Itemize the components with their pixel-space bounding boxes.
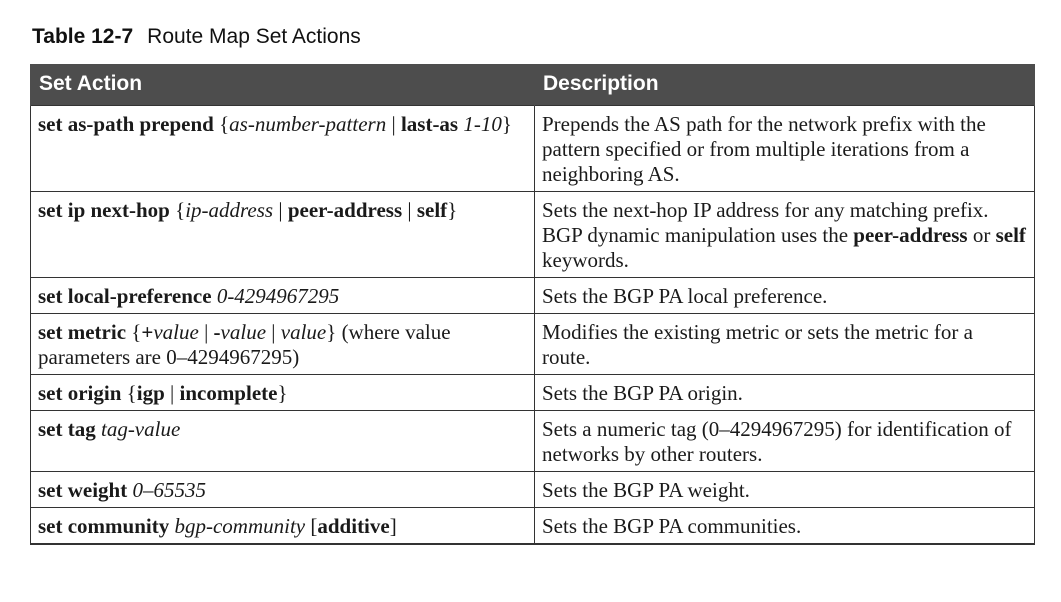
description-cell: Sets the BGP PA origin.: [534, 373, 1035, 411]
table-title: Route Map Set Actions: [147, 25, 361, 48]
set-action-cell: set ip next-hop {ip-address | peer-addre…: [30, 190, 535, 278]
action-text-segment: {: [126, 319, 142, 344]
action-text-segment: }: [501, 111, 512, 136]
route-map-set-actions-table: Set Action Description set as-path prepe…: [30, 64, 1035, 545]
action-text-segment: self: [416, 197, 448, 222]
action-text-segment: |: [402, 197, 417, 222]
table-row: set tag tag-value Sets a numeric tag (0–4…: [30, 409, 1035, 472]
description-text-segment: Sets a numeric tag (0–4294967295) for id…: [542, 416, 1012, 466]
table-row: set community bgp-community [additive] Se…: [30, 506, 1035, 545]
action-text-segment: value: [220, 319, 267, 344]
action-text-segment: peer-address: [287, 197, 403, 222]
table-row: set as-path prepend {as-number-pattern |…: [30, 104, 1035, 192]
description-text-segment: self: [995, 222, 1026, 247]
action-text-segment: set tag: [38, 416, 96, 441]
action-text-segment: set community: [38, 513, 170, 538]
table-caption: Table 12-7 Route Map Set Actions: [32, 24, 361, 50]
action-text-segment: value: [280, 319, 327, 344]
action-text-segment: set ip next-hop: [38, 197, 170, 222]
set-action-cell: set as-path prepend {as-number-pattern |…: [30, 104, 535, 192]
action-text-segment: as-number-pattern: [229, 111, 387, 136]
action-text-segment: |: [198, 319, 214, 344]
set-action-cell: set local-preference 0-4294967295: [30, 276, 535, 314]
action-text-segment: set origin: [38, 380, 122, 405]
description-cell: Sets the BGP PA communities.: [534, 506, 1035, 545]
description-cell: Sets the BGP PA local preference.: [534, 276, 1035, 314]
action-text-segment: bgp-community: [174, 513, 306, 538]
action-text-segment: set metric: [38, 319, 127, 344]
action-text-segment: last-as: [400, 111, 459, 136]
table-row: set local-preference 0-4294967295 Sets th…: [30, 276, 1035, 314]
header-description: Description: [534, 64, 1035, 105]
action-text-segment: {: [169, 197, 186, 222]
set-action-cell: set metric {+value | -value | value} (wh…: [30, 312, 535, 375]
description-text-segment: Modifies the existing metric or sets the…: [542, 319, 973, 369]
action-text-segment: 1-10: [463, 111, 502, 136]
description-cell: Sets a numeric tag (0–4294967295) for id…: [534, 409, 1035, 472]
action-text-segment: ip-address: [185, 197, 274, 222]
action-text-segment: 0–65535: [132, 477, 206, 502]
description-text-segment: or: [967, 222, 996, 247]
action-text-segment: |: [386, 111, 401, 136]
set-action-cell: set tag tag-value: [30, 409, 535, 472]
set-action-cell: set community bgp-community [additive]: [30, 506, 535, 545]
action-text-segment: }: [277, 380, 288, 405]
table-row: set ip next-hop {ip-address | peer-addre…: [30, 190, 1035, 278]
description-text-segment: keywords.: [542, 247, 629, 272]
action-text-segment: +: [141, 319, 154, 344]
description-text-segment: Sets the next-hop IP address for any mat…: [542, 197, 989, 247]
table-header-row: Set Action Description: [30, 64, 1035, 105]
action-text-segment: 0-4294967295: [216, 283, 340, 308]
action-text-segment: additive: [317, 513, 390, 538]
set-action-cell: set weight 0–65535: [30, 470, 535, 508]
table-row: set origin {igp | incomplete} Sets the BG…: [30, 373, 1035, 411]
table-number: Table 12-7: [32, 25, 134, 48]
description-text-segment: Sets the BGP PA weight.: [542, 477, 750, 502]
description-cell: Modifies the existing metric or sets the…: [534, 312, 1035, 375]
description-cell: Sets the next-hop IP address for any mat…: [534, 190, 1035, 278]
description-text-segment: Sets the BGP PA communities.: [542, 513, 802, 538]
action-text-segment: {: [213, 111, 230, 136]
header-set-action: Set Action: [30, 64, 535, 105]
action-text-segment: -: [213, 319, 221, 344]
action-text-segment: |: [164, 380, 180, 405]
description-text-segment: Sets the BGP PA origin.: [542, 380, 743, 405]
action-text-segment: set weight: [38, 477, 128, 502]
action-text-segment: |: [266, 319, 281, 344]
description-cell: Prepends the AS path for the network pre…: [534, 104, 1035, 192]
description-text-segment: peer-address: [853, 222, 968, 247]
action-text-segment: set as-path prepend: [38, 111, 214, 136]
action-text-segment: value: [153, 319, 199, 344]
action-text-segment: set local-preference: [38, 283, 212, 308]
set-action-cell: set origin {igp | incomplete}: [30, 373, 535, 411]
description-cell: Sets the BGP PA weight.: [534, 470, 1035, 508]
table-row: set weight 0–65535 Sets the BGP PA weight…: [30, 470, 1035, 508]
table-row: set metric {+value | -value | value} (wh…: [30, 312, 1035, 375]
action-text-segment: ]: [389, 513, 397, 538]
action-text-segment: igp: [136, 380, 165, 405]
action-text-segment: tag-value: [100, 416, 181, 441]
action-text-segment: |: [273, 197, 288, 222]
action-text-segment: [: [305, 513, 318, 538]
table-body: set as-path prepend {as-number-pattern |…: [30, 104, 1035, 545]
action-text-segment: }: [447, 197, 458, 222]
action-text-segment: {: [121, 380, 137, 405]
action-text-segment: incomplete: [179, 380, 278, 405]
description-text-segment: Sets the BGP PA local preference.: [542, 283, 828, 308]
description-text-segment: Prepends the AS path for the network pre…: [542, 111, 986, 186]
action-text-segment: } (where value parameters are 0–42949672…: [38, 319, 451, 369]
